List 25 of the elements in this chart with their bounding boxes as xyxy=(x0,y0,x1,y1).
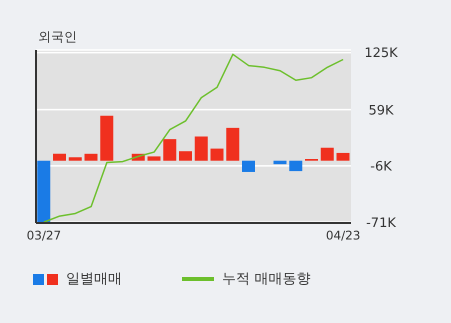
legend-label: 누적 매매동향 xyxy=(222,270,310,288)
x-tick-label: 03/27 xyxy=(26,228,62,243)
bar xyxy=(100,116,114,161)
bar xyxy=(84,154,98,161)
bar xyxy=(289,160,302,172)
bar xyxy=(320,148,334,161)
bar xyxy=(194,136,208,161)
bar xyxy=(226,128,240,161)
line-series xyxy=(43,54,344,223)
y-tick-label: -6K xyxy=(370,160,392,175)
bar xyxy=(336,152,350,161)
bar xyxy=(37,160,50,222)
y-tick-label: -71K xyxy=(366,216,396,231)
y-tick-label: 125K xyxy=(364,46,398,62)
bar xyxy=(53,154,66,161)
bar xyxy=(179,151,192,161)
y-tick-label: 59K xyxy=(368,103,394,118)
chart-title: 외국인 xyxy=(38,29,77,46)
bar xyxy=(210,148,224,161)
x-tick-label: 04/23 xyxy=(326,228,360,243)
legend-label: 일별매매 xyxy=(66,270,122,288)
bar xyxy=(274,160,287,164)
bar xyxy=(163,139,176,161)
bar xyxy=(242,160,256,172)
bar xyxy=(148,156,161,161)
